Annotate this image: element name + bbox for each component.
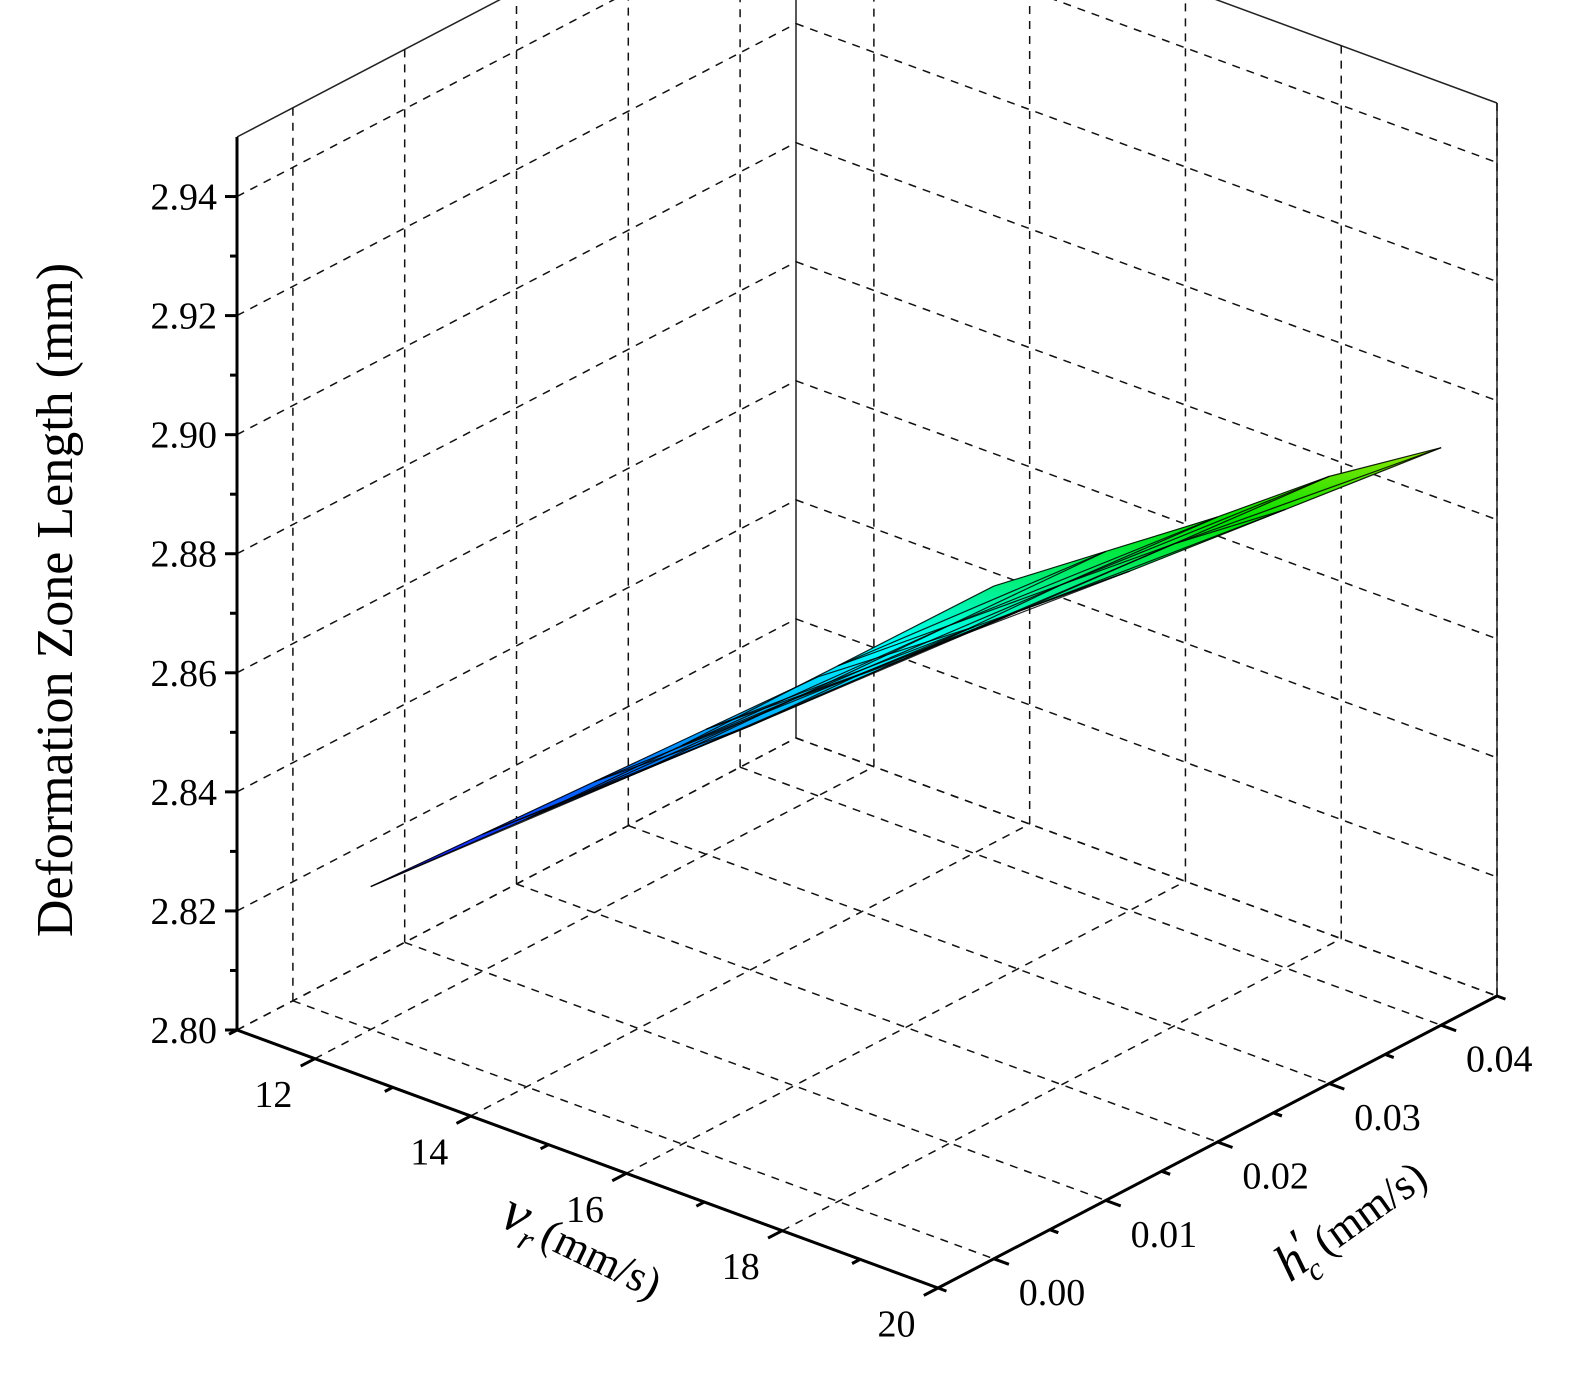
- x-tick: [611, 1172, 628, 1183]
- x-minor-tick: [384, 1086, 394, 1093]
- x-axis-line: [236, 1028, 939, 1290]
- surface-mesh-diagonal: [837, 550, 1106, 667]
- grid-line-y-floor: [739, 766, 1442, 1026]
- z-tick-label: 2.92: [151, 296, 218, 338]
- x-tick-label: 18: [722, 1246, 760, 1288]
- surface-mesh-diagonal: [1017, 508, 1286, 613]
- y-minor-tick: [1496, 994, 1506, 1001]
- y-tick-label: 0.01: [1131, 1214, 1198, 1256]
- grid-line-z-back-wall: [795, 22, 1498, 283]
- x-axis-symbol: v: [492, 1178, 544, 1248]
- surface-mesh-diagonal: [370, 771, 639, 888]
- y-tick-label: 0.02: [1242, 1155, 1309, 1197]
- z-tick-label: 2.94: [151, 177, 218, 219]
- surface-mesh-diagonal: [1061, 475, 1330, 586]
- grid-line-z-back-wall: [795, 618, 1498, 878]
- grid-line-z-back-wall: [1053, 0, 1498, 164]
- grid-line-z-left-wall: [236, 22, 797, 317]
- frame-top-right-edge: [1214, 0, 1498, 104]
- grid-line-y-floor: [404, 941, 1106, 1202]
- surface-mesh-line: [370, 585, 995, 888]
- surface-mesh-diagonal: [793, 584, 1062, 700]
- z-tick-label: 2.86: [151, 653, 218, 695]
- x-tick: [300, 1057, 316, 1068]
- surface-mesh-diagonal: [638, 657, 907, 773]
- grid-line-z-back-wall: [795, 737, 1498, 997]
- z-tick-label: 2.84: [151, 772, 218, 814]
- y-tick: [1328, 1082, 1345, 1091]
- y-minor-tick: [937, 1286, 947, 1293]
- x-tick: [767, 1229, 783, 1240]
- y-tick-label: 0.00: [1019, 1272, 1086, 1314]
- x-tick: [455, 1114, 472, 1125]
- grid-line-y-floor: [292, 1000, 995, 1260]
- grid-line-z-back-wall: [795, 380, 1498, 640]
- x-minor-tick: [695, 1200, 706, 1208]
- z-tick-label: 2.80: [151, 1010, 218, 1052]
- axes: 2.80 2.82 2.84 2.86 2.88 2.90 2.92 2.94 12 14 16 18…: [151, 137, 1533, 1346]
- grid-lines: [236, 0, 1498, 1289]
- surface-mesh-diagonal: [1173, 447, 1442, 545]
- y-axis-units: (mm/s): [1304, 1151, 1436, 1265]
- x-tick: [923, 1286, 939, 1297]
- surface-plot: [370, 447, 1442, 888]
- surface-mesh-diagonal: [682, 624, 951, 746]
- frame-top-left-edge: [236, 0, 501, 138]
- y-minor-tick: [1384, 1052, 1395, 1059]
- surface-mesh-diagonal: [594, 672, 863, 783]
- grid-line-x-floor: [470, 823, 1031, 1117]
- y-tick: [1216, 1140, 1234, 1149]
- y-minor-tick: [1049, 1228, 1059, 1235]
- z-axis-title: Deformation Zone Length (mm): [27, 263, 84, 937]
- y-minor-tick: [1272, 1111, 1283, 1118]
- z-tick-label: 2.82: [151, 891, 218, 933]
- y-minor-tick: [1161, 1169, 1171, 1176]
- x-tick-label: 16: [566, 1189, 604, 1231]
- grid-line-z-left-wall: [236, 261, 797, 555]
- x-minor-tick: [228, 1028, 238, 1036]
- grid-line-z-back-wall: [795, 261, 1498, 521]
- surface-mesh-diagonal: [705, 626, 974, 730]
- y-tick-label: 0.03: [1354, 1097, 1421, 1139]
- y-tick: [993, 1257, 1010, 1266]
- grid-line-x-floor: [781, 938, 1342, 1232]
- x-tick-label: 20: [878, 1304, 916, 1346]
- grid-line-z-back-wall: [795, 499, 1498, 759]
- y-tick: [1440, 1023, 1457, 1033]
- grid-line-z-back-wall: [795, 141, 1498, 402]
- z-tick-label: 2.88: [151, 534, 218, 576]
- surface-mesh-diagonal: [949, 516, 1218, 626]
- grid-line-z-left-wall: [236, 499, 797, 793]
- surface-mesh-diagonal: [861, 570, 1130, 675]
- x-minor-tick: [851, 1258, 861, 1265]
- grid-line-y-floor: [516, 883, 1218, 1143]
- grid-line-z-left-wall: [236, 0, 615, 198]
- grid-line-y-floor: [628, 824, 1330, 1085]
- z-tick-label: 2.90: [151, 415, 218, 457]
- x-tick-label: 12: [254, 1074, 292, 1116]
- x-tick-label: 14: [410, 1132, 448, 1174]
- grid-line-z-left-wall: [236, 380, 797, 674]
- y-tick-label: 0.04: [1466, 1039, 1533, 1081]
- grid-line-x-floor: [626, 880, 1186, 1174]
- grid-line-z-left-wall: [236, 142, 797, 436]
- y-tick: [1105, 1198, 1122, 1208]
- x-minor-tick: [539, 1143, 550, 1151]
- grid-line-z-left-wall: [236, 618, 797, 912]
